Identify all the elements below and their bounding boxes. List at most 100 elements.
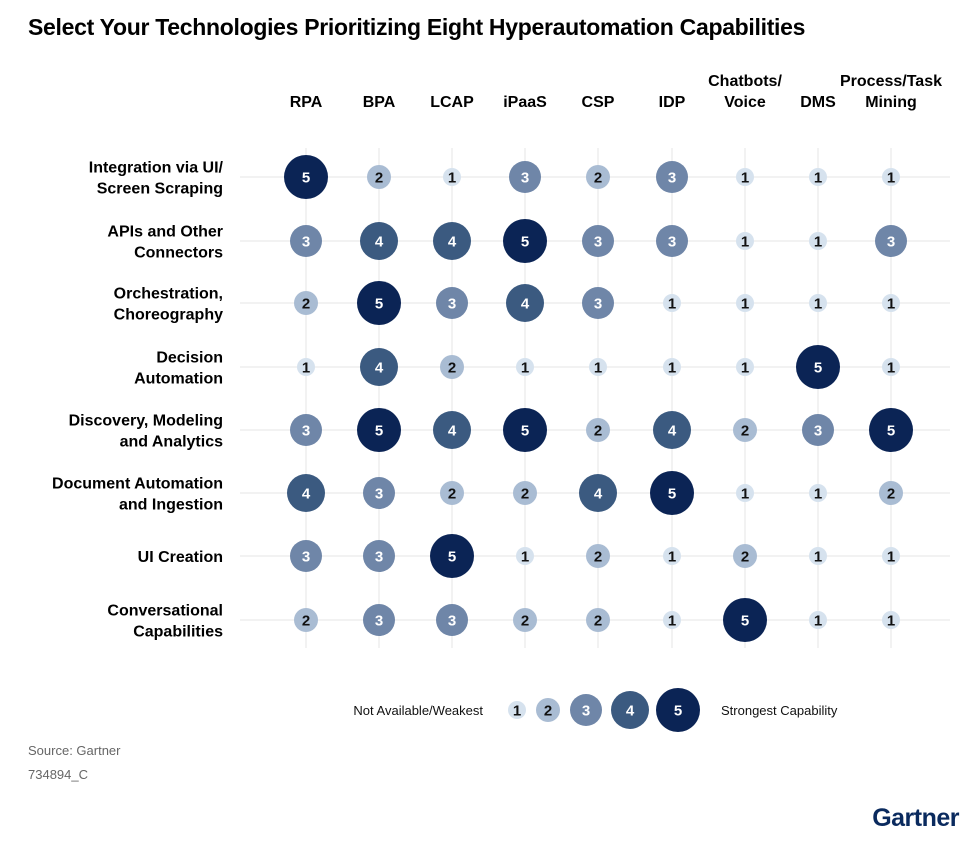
- bubble: [656, 225, 688, 257]
- legend-bubble-value: 3: [582, 703, 590, 720]
- bubble: [367, 165, 391, 189]
- bubble: [809, 294, 827, 312]
- bubble: [294, 291, 318, 315]
- chart-title: Select Your Technologies Prioritizing Ei…: [28, 14, 806, 40]
- bubble-value: 5: [668, 486, 676, 503]
- bubble-value: 2: [302, 613, 310, 630]
- bubble: [882, 547, 900, 565]
- bubble: [875, 225, 907, 257]
- legend-bubble-value: 1: [513, 703, 521, 720]
- bubble-value: 5: [521, 423, 529, 440]
- bubble-value: 1: [814, 234, 822, 251]
- bubble: [363, 477, 395, 509]
- column-label: DMS: [800, 94, 836, 111]
- legend-bubble: [536, 698, 560, 722]
- bubble: [663, 547, 681, 565]
- bubble-value: 1: [741, 170, 749, 187]
- bubble: [509, 161, 541, 193]
- bubble-value: 1: [814, 613, 822, 630]
- bubble-value: 2: [741, 423, 749, 440]
- bubble: [506, 284, 544, 322]
- bubble-value: 1: [668, 613, 676, 630]
- bubble-value: 3: [302, 423, 310, 440]
- row-label: Capabilities: [133, 624, 223, 641]
- column-label: RPA: [290, 94, 323, 111]
- bubble-value: 4: [302, 486, 311, 503]
- document-id: 734894_C: [28, 767, 88, 782]
- row-label: Conversational: [107, 603, 223, 620]
- bubble-value: 3: [594, 234, 602, 251]
- bubble-value: 3: [887, 234, 895, 251]
- bubble-value: 1: [814, 486, 822, 503]
- bubble-value: 3: [302, 234, 310, 251]
- bubble-value: 1: [887, 170, 895, 187]
- column-label: BPA: [363, 94, 396, 111]
- bubble-value: 4: [375, 360, 384, 377]
- bubble-value: 2: [521, 486, 529, 503]
- bubble-value: 2: [302, 296, 310, 313]
- bubble: [579, 474, 617, 512]
- bubble: [290, 414, 322, 446]
- bubble: [513, 481, 537, 505]
- bubble-value: 1: [302, 360, 310, 377]
- bubble-value: 2: [887, 486, 895, 503]
- legend-high-label: Strongest Capability: [721, 703, 838, 718]
- row-label: and Ingestion: [119, 497, 223, 514]
- bubble-value: 4: [594, 486, 603, 503]
- bubble: [809, 232, 827, 250]
- bubble: [736, 232, 754, 250]
- bubble: [736, 294, 754, 312]
- column-label: CSP: [582, 94, 615, 111]
- bubble: [360, 222, 398, 260]
- bubble-value: 3: [302, 549, 310, 566]
- column-label: Process/Task: [840, 73, 942, 90]
- legend-bubble-value: 5: [674, 703, 682, 720]
- bubble: [650, 471, 694, 515]
- bubble-value: 2: [594, 423, 602, 440]
- bubble: [294, 608, 318, 632]
- bubble: [440, 355, 464, 379]
- bubble-value: 3: [375, 549, 383, 566]
- bubble-value: 3: [448, 296, 456, 313]
- bubble-value: 3: [594, 296, 602, 313]
- bubble: [586, 418, 610, 442]
- bubble: [796, 345, 840, 389]
- bubble: [723, 598, 767, 642]
- bubble: [882, 168, 900, 186]
- bubble-value: 1: [448, 170, 456, 187]
- bubble: [882, 294, 900, 312]
- bubble: [733, 418, 757, 442]
- bubble-value: 4: [668, 423, 677, 440]
- bubble: [736, 358, 754, 376]
- bubble: [663, 611, 681, 629]
- bubble-value: 1: [887, 549, 895, 566]
- bubble: [869, 408, 913, 452]
- bubble: [284, 155, 328, 199]
- row-label: Automation: [134, 371, 223, 388]
- bubble: [440, 481, 464, 505]
- row-label: Choreography: [114, 307, 223, 324]
- bubble: [363, 540, 395, 572]
- legend-bubble: [611, 691, 649, 729]
- row-label: APIs and Other: [107, 224, 223, 241]
- bubble-value: 1: [521, 360, 529, 377]
- bubble: [663, 358, 681, 376]
- bubble: [516, 358, 534, 376]
- bubble-value: 3: [668, 234, 676, 251]
- bubble-value: 3: [668, 170, 676, 187]
- bubble-value: 1: [887, 360, 895, 377]
- bubble: [436, 287, 468, 319]
- bubble-value: 1: [741, 360, 749, 377]
- bubble-value: 5: [448, 549, 456, 566]
- bubble-value: 2: [375, 170, 383, 187]
- bubble-value: 4: [448, 423, 457, 440]
- bubble-value: 2: [448, 360, 456, 377]
- bubble: [363, 604, 395, 636]
- bubble: [802, 414, 834, 446]
- bubble: [430, 534, 474, 578]
- bubble-value: 1: [741, 296, 749, 313]
- bubble-value: 1: [741, 234, 749, 251]
- bubble: [586, 608, 610, 632]
